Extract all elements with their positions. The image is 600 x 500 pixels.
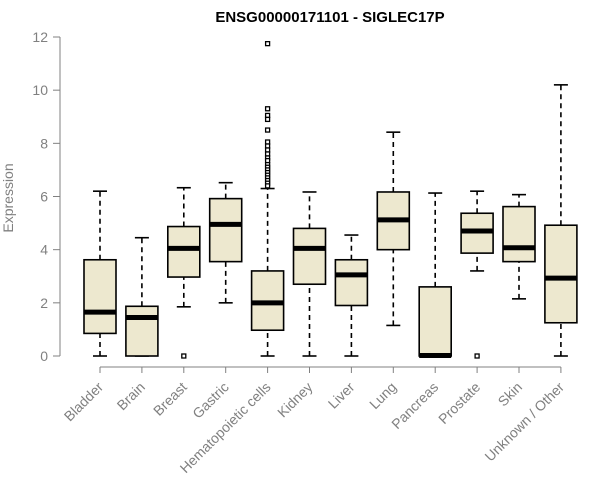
outlier-point [181,353,187,359]
box-bladder [83,258,117,335]
y-tick-label: 2 [40,295,48,311]
box-pancreas [418,286,453,357]
x-tick-label: Pancreas [388,379,441,432]
x-tick-label: Unknown / Other [481,379,567,465]
box-gastric [208,197,243,263]
y-tick-label: 4 [40,242,48,258]
x-tick-label: Lung [366,379,399,412]
x-tick-label: Kidney [274,379,316,421]
outlier-point [264,127,271,133]
box-breast [167,225,201,278]
x-tick-label: Brain [114,379,148,413]
chart-title: ENSG00000171101 - SIGLEC17P [215,9,444,26]
y-tick-label: 12 [32,29,48,45]
x-tick-label: Breast [150,379,190,419]
box-unknown-other [544,224,578,324]
box-brain [125,305,159,357]
x-tick-label: Bladder [61,379,107,425]
box-skin [502,205,536,263]
x-tick-label: Liver [325,379,358,412]
outlier-point [264,106,271,112]
outlier-point [264,116,271,123]
y-tick-label: 0 [40,348,48,364]
y-axis-label: Expression [0,163,16,232]
x-tick-label: Prostate [435,379,483,427]
outlier-point [474,353,480,359]
box-liver [334,258,369,307]
box-kidney [292,227,327,286]
y-tick-label: 10 [32,82,48,98]
outlier-point [264,183,271,189]
x-tick-label: Skin [495,379,526,410]
y-tick-label: 8 [40,135,48,151]
outlier-point [264,40,271,47]
y-tick-label: 6 [40,189,48,205]
